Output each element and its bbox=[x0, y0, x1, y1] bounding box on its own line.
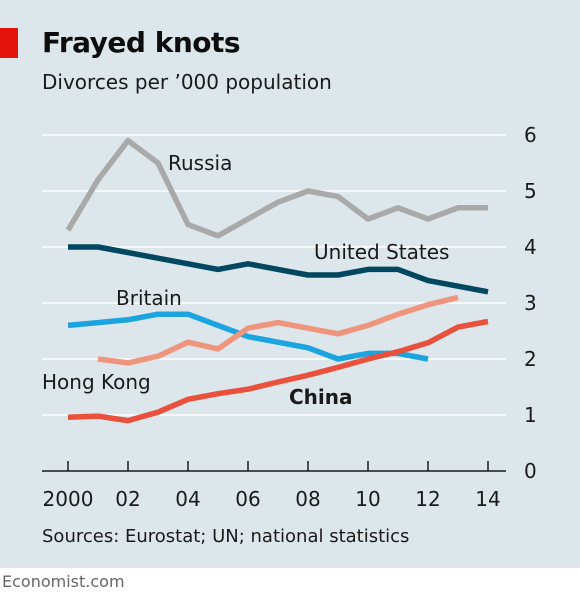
gridlines bbox=[42, 134, 506, 472]
x-tick-label: 04 bbox=[175, 487, 200, 511]
series-lines bbox=[65, 137, 489, 424]
series-label-britain: Britain bbox=[116, 286, 182, 310]
y-axis-tick-labels: 0 1 2 3 4 5 6 bbox=[524, 123, 537, 483]
series-label-hong-kong: Hong Kong bbox=[42, 370, 151, 394]
x-tick-label: 14 bbox=[475, 487, 500, 511]
x-tick-label: 08 bbox=[295, 487, 320, 511]
y-tick-label: 3 bbox=[524, 291, 537, 315]
series-label-china: China bbox=[289, 385, 353, 409]
chart-panel bbox=[0, 0, 580, 568]
brand-red-tag bbox=[0, 28, 18, 58]
source-note: Sources: Eurostat; UN; national statisti… bbox=[42, 526, 410, 547]
x-tick-label: 06 bbox=[235, 487, 260, 511]
x-axis-ticks: 2000 02 04 06 08 10 12 14 bbox=[43, 461, 501, 511]
x-tick-label: 2000 bbox=[43, 487, 94, 511]
series-label-russia: Russia bbox=[168, 151, 232, 175]
y-tick-label: 1 bbox=[524, 403, 537, 427]
series-line-united-states bbox=[68, 244, 489, 295]
x-tick-label: 10 bbox=[355, 487, 380, 511]
x-tick-label: 12 bbox=[415, 487, 440, 511]
series-line-britain bbox=[67, 311, 429, 362]
chart-subtitle: Divorces per ’000 population bbox=[42, 70, 332, 94]
y-tick-label: 5 bbox=[524, 179, 537, 203]
publisher-credit: Economist.com bbox=[2, 572, 125, 591]
series-line-china bbox=[67, 318, 489, 424]
series-line-hong-kong bbox=[97, 294, 459, 366]
series-label-united-states: United States bbox=[314, 240, 449, 264]
chart-title: Frayed knots bbox=[42, 26, 241, 59]
y-tick-label: 0 bbox=[524, 459, 537, 483]
x-tick-label: 02 bbox=[115, 487, 140, 511]
y-tick-label: 2 bbox=[524, 347, 537, 371]
y-tick-label: 4 bbox=[524, 235, 537, 259]
series-labels: Russia United States Britain Hong Kong China bbox=[42, 151, 449, 409]
series-line-russia bbox=[65, 137, 488, 239]
y-tick-label: 6 bbox=[524, 123, 537, 147]
